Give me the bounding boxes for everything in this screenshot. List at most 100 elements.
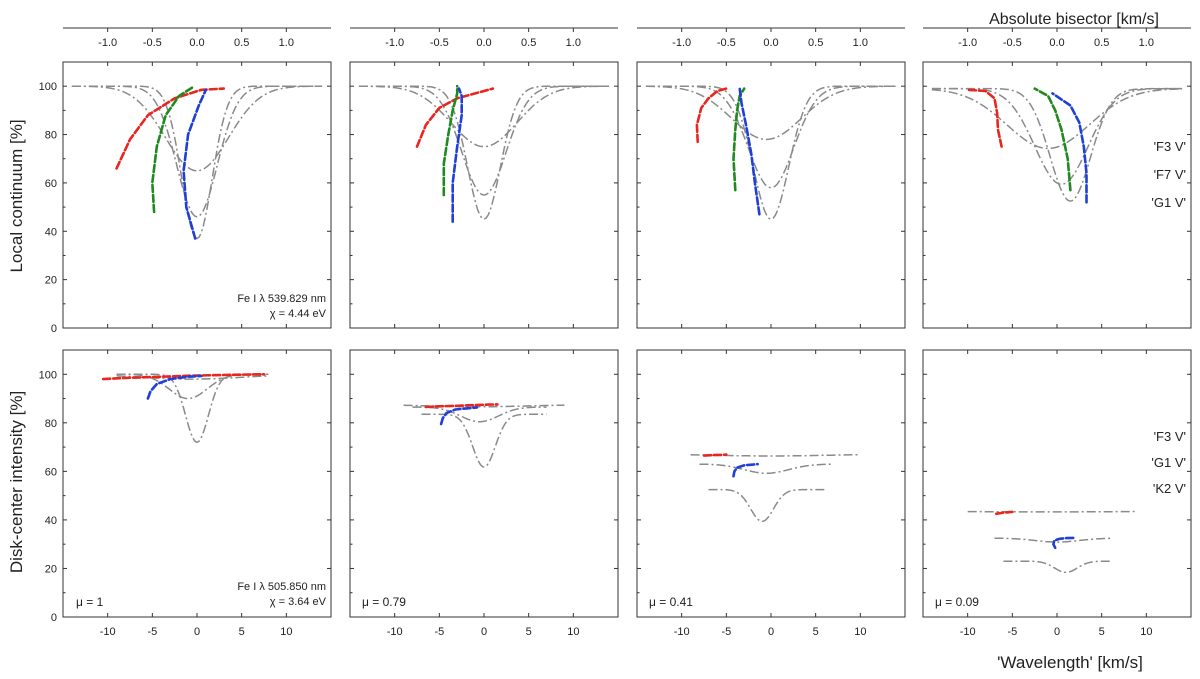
- profile-g1v: [358, 85, 610, 221]
- bisector-g1v: [451, 87, 463, 223]
- bottom-axis-title: 'Wavelength' [km/s]: [997, 653, 1143, 672]
- x-tick-label: 5: [239, 626, 245, 638]
- bisector-f3v: [115, 87, 226, 170]
- bisector-g1v: [1052, 536, 1077, 550]
- top-row-ylabel: Local continuum [%]: [7, 119, 26, 272]
- y-tick-label: 80: [45, 130, 57, 142]
- bisector-f3v: [695, 87, 728, 144]
- bisector-g1v: [182, 88, 208, 240]
- panel-frame: [62, 61, 332, 329]
- bisector-f3v: [101, 373, 266, 381]
- x-tick-label: -5: [147, 626, 157, 638]
- top-x-tick-label: 0.5: [521, 37, 536, 49]
- top-x-tick-label: 1.0: [853, 37, 868, 49]
- x-tick-label: 0: [1054, 626, 1060, 638]
- x-tick-label: -5: [434, 626, 444, 638]
- x-tick-label: 5: [813, 626, 819, 638]
- bisector-g1v: [439, 406, 479, 426]
- y-tick-label: 40: [45, 515, 57, 527]
- panel-bottom-2: -10 -5 0 5 10: [349, 349, 619, 638]
- x-tick-label: -10: [674, 626, 690, 638]
- mu-label-1: μ = 1: [76, 595, 104, 609]
- bottom-line-chi: χ = 3.64 eV: [270, 596, 327, 608]
- bisector-f3v: [415, 87, 495, 148]
- x-tick-label: -10: [387, 626, 403, 638]
- bisector-g1v: [732, 462, 759, 478]
- mu-label-4: μ = 0.09: [935, 595, 979, 609]
- top-x-tick-label: -1.0: [385, 37, 404, 49]
- bisector-f3v: [702, 453, 728, 457]
- profile-f3v: [358, 85, 610, 148]
- top-x-tick-label: 0.5: [808, 37, 823, 49]
- top-x-tick-label: 0.0: [763, 37, 778, 49]
- y-tick-label: 20: [45, 275, 57, 287]
- profile-g1v: [71, 85, 323, 240]
- x-tick-label: 10: [280, 626, 292, 638]
- profile-f3v: [690, 453, 861, 457]
- profile-f3v: [931, 88, 1183, 150]
- profile-g1v: [994, 537, 1111, 543]
- legend-bottom-g1v: 'G1 V': [1151, 455, 1186, 470]
- top-x-tick-label: -0.5: [1003, 37, 1022, 49]
- top-x-tick-label: -1.0: [958, 37, 977, 49]
- x-tick-label: 10: [567, 626, 579, 638]
- top-x-tick-label: 1.0: [1139, 37, 1154, 49]
- x-tick-label: 10: [1140, 626, 1152, 638]
- profile-f7v: [931, 87, 1183, 186]
- legend-bottom-k2v: 'K2 V': [1153, 481, 1186, 496]
- x-tick-label: 5: [1099, 626, 1105, 638]
- x-tick-label: -10: [100, 626, 116, 638]
- top-x-tick-label: 0.0: [189, 37, 204, 49]
- top-line-label: Fe I λ 539.829 nm: [237, 293, 326, 305]
- panel-bottom-4: -10 -5 0 5 10: [922, 349, 1192, 638]
- y-tick-label: 0: [51, 323, 57, 335]
- panel-top-3: -1.0 -0.5 0.0 0.5 1.0: [636, 27, 906, 329]
- top-x-tick-label: 0.5: [1094, 37, 1109, 49]
- bisector-g1v: [146, 374, 203, 400]
- panel-frame: [922, 349, 1192, 618]
- panel-bottom-1: 0 20 40 60 80 100 -10 -5 0 5 10: [39, 349, 332, 638]
- bottom-row-ylabel: Disk-center intensity [%]: [7, 391, 26, 573]
- panel-frame: [636, 61, 906, 329]
- top-x-tick-label: 0.0: [476, 37, 491, 49]
- x-tick-label: 10: [854, 626, 866, 638]
- profile-f3v: [403, 404, 565, 408]
- panel-top-1: 0 20 40 60 80 100 -1.0 -0.5 0.0 0.5 1.0: [39, 27, 332, 335]
- x-tick-label: 0: [481, 626, 487, 638]
- legend-top-f7v: 'F7 V': [1154, 167, 1186, 182]
- panel-frame: [62, 349, 332, 618]
- y-tick-label: 60: [45, 178, 57, 190]
- x-tick-label: -10: [960, 626, 976, 638]
- y-tick-label: 0: [51, 612, 57, 624]
- bisector-g1v: [738, 87, 761, 216]
- top-x-tick-label: -1.0: [98, 37, 117, 49]
- profile-f3v: [71, 85, 323, 172]
- bisector-f7v: [1033, 87, 1072, 192]
- x-tick-label: 0: [768, 626, 774, 638]
- bisector-g1v: [1051, 92, 1088, 204]
- top-x-tick-label: 0.5: [234, 37, 249, 49]
- x-tick-label: -5: [721, 626, 731, 638]
- top-x-tick-label: -0.5: [143, 37, 162, 49]
- panel-top-4: -1.0 -0.5 0.0 0.5 1.0: [922, 27, 1192, 329]
- x-tick-label: 5: [526, 626, 532, 638]
- top-line-chi: χ = 4.44 eV: [270, 308, 327, 320]
- panel-frame: [349, 349, 619, 618]
- panel-top-2: -1.0 -0.5 0.0 0.5 1.0: [349, 27, 619, 329]
- top-x-tick-label: 1.0: [279, 37, 294, 49]
- panel-bottom-3: -10 -5 0 5 10: [636, 349, 906, 638]
- profile-f7v: [358, 85, 610, 196]
- bisector-f7v: [150, 86, 194, 214]
- top-x-tick-label: -0.5: [717, 37, 736, 49]
- legend-top-g1v: 'G1 V': [1151, 195, 1186, 210]
- mu-label-3: μ = 0.41: [649, 595, 693, 609]
- y-tick-label: 20: [45, 563, 57, 575]
- top-x-tick-label: -0.5: [430, 37, 449, 49]
- legend-bottom-f3v: 'F3 V': [1154, 429, 1186, 444]
- profile-g1v: [931, 87, 1183, 202]
- y-tick-label: 40: [45, 226, 57, 238]
- profile-k2v: [1003, 560, 1111, 574]
- x-tick-label: -5: [1007, 626, 1017, 638]
- top-x-tick-label: -1.0: [672, 37, 691, 49]
